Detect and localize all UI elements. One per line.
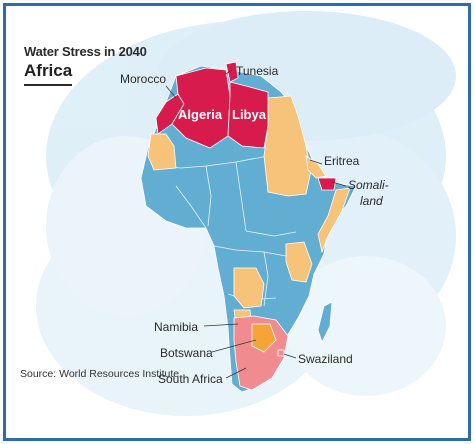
title-underline	[24, 84, 72, 86]
label-libya: Libya	[232, 107, 266, 122]
region-botswana	[251, 323, 277, 353]
region-libya	[227, 81, 269, 149]
label-botswana: Botswana	[160, 346, 213, 360]
label-morocco: Morocco	[120, 72, 167, 86]
region-somalia	[317, 187, 351, 254]
label-tunesia: Tunesia	[236, 64, 279, 78]
label-leader-lines	[165, 69, 347, 379]
medium-stress-regions	[147, 95, 351, 337]
label-somaliland-line1: Somali-	[348, 178, 389, 192]
label-swaziland: Swaziland	[298, 352, 353, 366]
region-angola	[233, 267, 265, 309]
high-stress-regions	[155, 61, 337, 191]
region-algeria	[171, 67, 231, 149]
region-tunisia	[225, 61, 239, 83]
label-south-africa: South Africa	[158, 372, 223, 386]
label-namibia: Namibia	[154, 320, 199, 334]
map-subtitle: Africa	[24, 61, 73, 80]
map-frame: Water Stress in 2040 Africa Morocco Tune…	[3, 3, 471, 441]
africa-map	[36, 11, 456, 416]
region-south-africa	[233, 315, 289, 391]
map-title: Water Stress in 2040	[24, 44, 147, 59]
region-eritrea	[305, 155, 327, 179]
region-western-sahara-mauritania	[147, 133, 177, 171]
southern-africa-regions	[233, 301, 333, 391]
label-algeria: Algeria	[178, 107, 223, 122]
region-madagascar	[317, 301, 333, 344]
label-eritrea: Eritrea	[324, 154, 360, 168]
source-credit: Source: World Resources Institute	[20, 368, 180, 380]
region-somaliland	[317, 177, 337, 191]
region-tanzania	[285, 241, 313, 283]
region-egypt-sudan	[263, 95, 312, 197]
region-swaziland	[277, 349, 285, 357]
label-somaliland-line2: land	[360, 194, 383, 208]
